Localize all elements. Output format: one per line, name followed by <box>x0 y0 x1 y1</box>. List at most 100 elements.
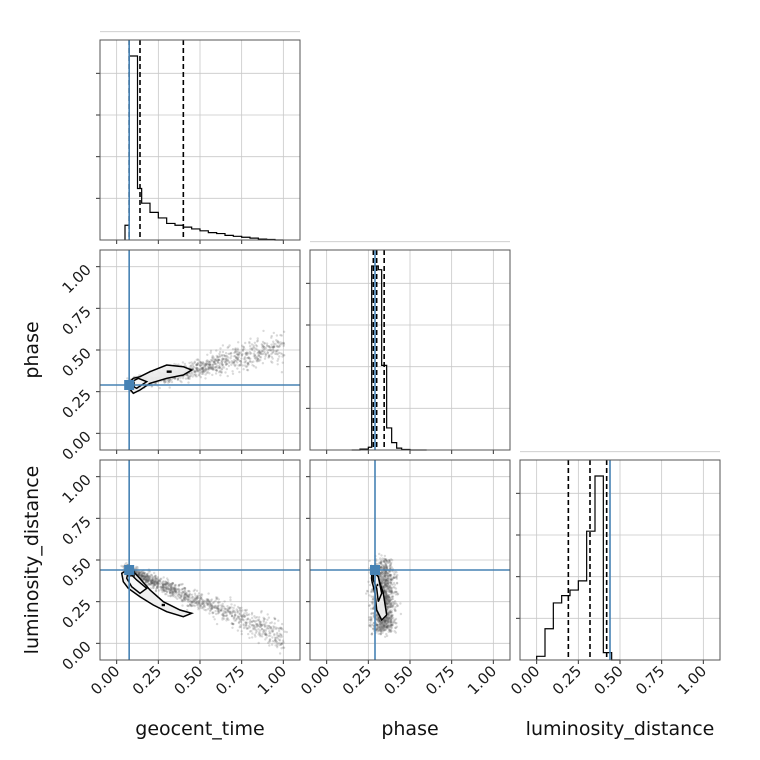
scatter-point <box>381 582 384 585</box>
scatter-point <box>159 579 162 583</box>
scatter-point <box>208 372 211 375</box>
scatter-point <box>157 581 160 584</box>
scatter-point <box>167 587 170 590</box>
scatter-point <box>384 572 387 575</box>
scatter-point <box>391 597 395 601</box>
scatter-point <box>259 629 262 632</box>
scatter-point <box>162 580 165 583</box>
scatter-point <box>193 588 197 591</box>
scatter-point <box>199 364 202 367</box>
scatter-point <box>195 367 198 370</box>
scatter-point <box>186 598 189 601</box>
scatter-point <box>145 578 148 581</box>
scatter-point <box>147 579 150 582</box>
scatter-point <box>379 562 382 566</box>
scatter-point <box>211 368 214 371</box>
scatter-point <box>259 355 262 359</box>
scatter-point <box>204 363 207 366</box>
scatter-point <box>198 599 201 603</box>
scatter-point <box>389 625 392 629</box>
scatter-point <box>259 625 263 628</box>
scatter-point <box>263 357 267 360</box>
scatter-point <box>280 343 283 346</box>
scatter-point <box>214 606 217 609</box>
scatter-point <box>371 623 374 626</box>
scatter-point <box>388 609 392 612</box>
scatter-point <box>171 588 174 592</box>
scatter-point <box>383 554 387 558</box>
scatter-point <box>253 633 256 636</box>
scatter-point <box>178 593 181 596</box>
scatter-point <box>153 577 157 580</box>
scatter-point <box>147 577 150 581</box>
scatter-point <box>143 573 147 577</box>
scatter-point <box>216 360 220 363</box>
scatter-point <box>272 331 275 335</box>
scatter-point <box>228 606 231 609</box>
scatter-point <box>393 608 396 611</box>
scatter-point <box>389 573 392 577</box>
scatter-point <box>261 362 265 365</box>
scatter-point <box>384 574 387 578</box>
scatter-point <box>268 624 271 628</box>
scatter-point <box>395 576 398 579</box>
scatter-point <box>217 365 221 368</box>
scatter-point <box>247 361 250 365</box>
scatter-point <box>384 621 387 624</box>
scatter-point <box>237 364 240 367</box>
scatter-point <box>268 644 271 647</box>
scatter-point <box>151 578 155 581</box>
scatter-point <box>278 632 282 635</box>
scatter-point <box>282 646 286 649</box>
scatter-point <box>190 601 193 604</box>
scatter-point <box>380 575 383 578</box>
scatter-point <box>143 574 146 577</box>
scatter-point <box>183 591 186 595</box>
scatter-point <box>283 354 286 357</box>
scatter-point <box>184 593 187 597</box>
scatter-point <box>386 605 390 608</box>
scatter-point <box>234 349 237 352</box>
scatter-point <box>380 583 384 586</box>
scatter-point <box>147 576 150 580</box>
scatter-point <box>367 580 370 583</box>
scatter-point <box>203 608 206 611</box>
scatter-point <box>227 352 230 356</box>
scatter-point <box>186 593 189 596</box>
scatter-point <box>276 341 280 344</box>
scatter-point <box>163 590 166 593</box>
scatter-point <box>240 614 243 617</box>
scatter-point <box>198 374 201 377</box>
scatter-point <box>394 570 397 573</box>
scatter-point <box>276 631 279 635</box>
scatter-point <box>184 595 187 599</box>
scatter-point <box>207 598 210 601</box>
scatter-point <box>381 570 384 573</box>
scatter-point <box>168 590 171 594</box>
scatter-point <box>250 629 253 633</box>
scatter-point <box>140 574 143 577</box>
scatter-point <box>227 618 230 622</box>
scatter-point <box>391 601 394 604</box>
scatter-point <box>387 612 390 615</box>
scatter-point <box>238 612 242 615</box>
scatter-point <box>220 359 223 363</box>
scatter-point <box>383 619 386 622</box>
scatter-point <box>282 343 286 346</box>
scatter-point <box>151 578 154 581</box>
scatter-point <box>235 359 238 362</box>
scatter-point <box>253 347 256 350</box>
scatter-point <box>255 625 258 629</box>
scatter-point <box>197 367 201 371</box>
scatter-point <box>233 350 237 354</box>
scatter-point <box>217 371 221 374</box>
scatter-point <box>380 559 383 562</box>
scatter-point <box>255 358 258 362</box>
scatter-point <box>150 583 153 586</box>
scatter-point <box>176 378 179 382</box>
scatter-point <box>224 371 227 374</box>
scatter-point <box>236 609 239 612</box>
scatter-point <box>168 380 171 383</box>
scatter-point <box>209 599 213 602</box>
scatter-point <box>194 370 197 374</box>
